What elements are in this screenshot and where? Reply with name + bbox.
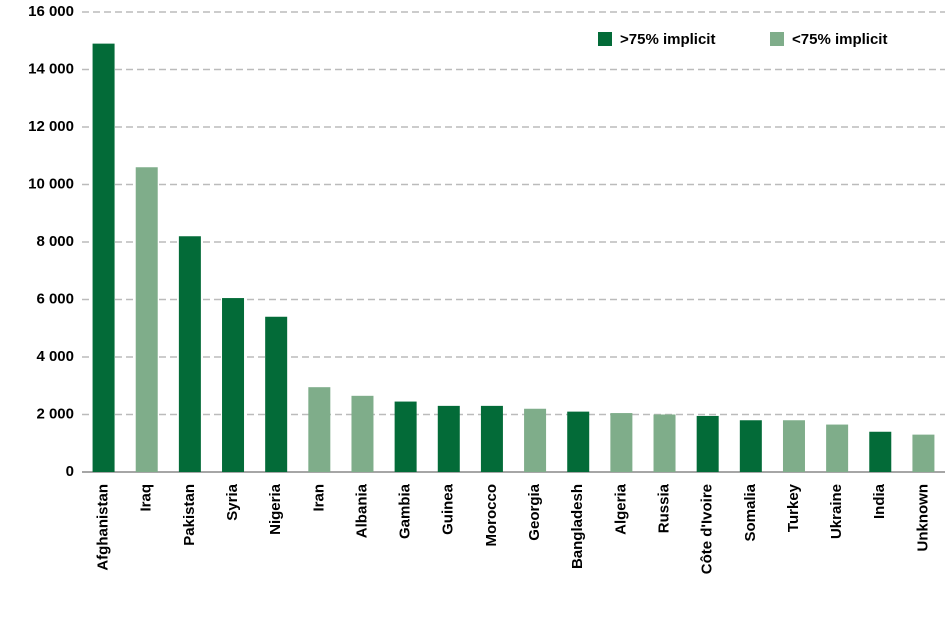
x-tick-label: Côte d'Ivoire bbox=[699, 484, 716, 574]
bar bbox=[222, 298, 245, 472]
y-tick-label: 2 000 bbox=[36, 405, 74, 422]
y-tick-label: 0 bbox=[66, 463, 74, 480]
legend-label: <75% implicit bbox=[792, 31, 887, 48]
x-tick-label: Afghanistan bbox=[95, 484, 112, 571]
x-tick-label: Bangladesh bbox=[569, 484, 586, 569]
x-tick-label: Syria bbox=[224, 483, 241, 520]
x-tick-label: Iraq bbox=[138, 484, 155, 512]
y-tick-label: 16 000 bbox=[28, 3, 74, 20]
legend-swatch bbox=[598, 32, 612, 46]
bar bbox=[524, 408, 547, 472]
y-tick-label: 12 000 bbox=[28, 118, 74, 135]
x-tick-label: Gambia bbox=[397, 483, 414, 539]
x-tick-label: Morocco bbox=[483, 484, 500, 547]
x-tick-label: Georgia bbox=[526, 483, 543, 540]
x-tick-label: Turkey bbox=[785, 483, 802, 532]
y-tick-label: 4 000 bbox=[36, 348, 74, 365]
bar bbox=[394, 401, 417, 472]
bar bbox=[869, 431, 892, 472]
y-tick-label: 8 000 bbox=[36, 233, 74, 250]
x-tick-label: India bbox=[871, 483, 888, 519]
y-tick-label: 6 000 bbox=[36, 290, 74, 307]
y-tick-label: 10 000 bbox=[28, 175, 74, 192]
bar bbox=[135, 167, 158, 472]
bar bbox=[437, 405, 460, 472]
x-tick-label: Unknown bbox=[914, 484, 931, 552]
bar bbox=[308, 387, 331, 472]
legend-label: >75% implicit bbox=[620, 31, 715, 48]
bar bbox=[92, 43, 115, 472]
x-tick-label: Iran bbox=[310, 484, 327, 512]
bar bbox=[696, 415, 719, 472]
bar bbox=[351, 395, 374, 472]
bar bbox=[567, 411, 590, 472]
y-tick-label: 14 000 bbox=[28, 60, 74, 77]
x-tick-label: Albania bbox=[353, 483, 370, 538]
bar bbox=[782, 420, 805, 472]
x-tick-label: Russia bbox=[655, 483, 672, 533]
x-tick-label: Guinea bbox=[440, 483, 457, 535]
bar bbox=[178, 236, 201, 472]
bar bbox=[265, 316, 288, 472]
bar bbox=[739, 420, 762, 472]
bar bbox=[912, 434, 935, 472]
bar bbox=[653, 414, 676, 472]
legend-swatch bbox=[770, 32, 784, 46]
bar bbox=[826, 424, 849, 472]
x-tick-label: Ukraine bbox=[828, 484, 845, 539]
x-tick-label: Pakistan bbox=[181, 484, 198, 546]
bar bbox=[480, 405, 503, 472]
bar bbox=[610, 413, 633, 472]
x-tick-label: Nigeria bbox=[267, 483, 284, 535]
x-tick-label: Somalia bbox=[742, 483, 759, 541]
x-tick-label: Algeria bbox=[612, 483, 629, 535]
